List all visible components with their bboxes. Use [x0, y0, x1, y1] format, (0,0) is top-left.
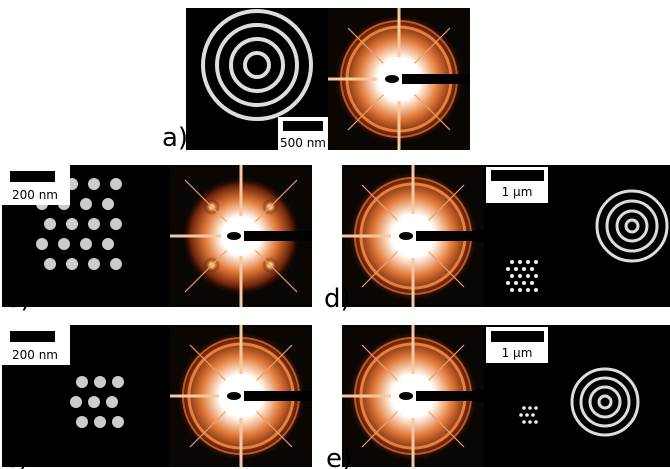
particle-array: [70, 376, 124, 428]
particle: [36, 238, 48, 250]
particle: [506, 281, 510, 285]
particle: [44, 218, 56, 230]
particle: [76, 376, 88, 388]
particle: [531, 413, 535, 417]
particle: [70, 396, 82, 408]
particle: [102, 198, 114, 210]
panel-label: b): [4, 284, 31, 314]
panel-label: a): [162, 123, 188, 153]
particle: [528, 420, 532, 424]
particle: [534, 420, 538, 424]
particle: [110, 218, 122, 230]
particle: [519, 413, 523, 417]
particle: [94, 416, 106, 428]
particle: [534, 288, 538, 292]
particle: [506, 267, 510, 271]
particle: [76, 416, 88, 428]
diffraction-image: [342, 165, 484, 307]
particle: [534, 260, 538, 264]
particle: [510, 288, 514, 292]
figure: 500 nm a) 200 nm b) 200 nm c) 1 µm d) 1 …: [0, 0, 670, 469]
particle: [80, 198, 92, 210]
particle: [106, 396, 118, 408]
particle: [88, 218, 100, 230]
scale-bar: [10, 331, 55, 342]
particle: [112, 416, 124, 428]
particle: [522, 406, 526, 410]
particle: [102, 238, 114, 250]
particle: [518, 274, 522, 278]
panel-label: c): [4, 444, 28, 469]
particle: [526, 288, 530, 292]
particle: [534, 406, 538, 410]
particle: [66, 218, 78, 230]
particle: [94, 376, 106, 388]
particle: [526, 274, 530, 278]
particle: [534, 274, 538, 278]
scale-bar: [491, 170, 544, 181]
panel-label: e): [326, 444, 352, 469]
particle: [112, 376, 124, 388]
scale-label: 1 µm: [502, 346, 533, 360]
particle: [510, 260, 514, 264]
particle: [518, 260, 522, 264]
particle: [58, 238, 70, 250]
particle: [110, 178, 122, 190]
particle: [80, 238, 92, 250]
scale-label: 1 µm: [502, 185, 533, 199]
diffraction-image: [328, 8, 470, 150]
scale-label: 200 nm: [12, 348, 58, 362]
particle: [522, 420, 526, 424]
particle: [88, 258, 100, 270]
panel-label: d): [324, 284, 351, 314]
particle: [44, 258, 56, 270]
scale-label: 500 nm: [280, 136, 326, 150]
particle: [530, 281, 534, 285]
particle: [66, 258, 78, 270]
particle: [514, 281, 518, 285]
particle: [522, 281, 526, 285]
particle: [88, 396, 100, 408]
diffraction-image: [170, 165, 312, 307]
particle: [110, 258, 122, 270]
particle: [528, 406, 532, 410]
particle: [526, 260, 530, 264]
particle: [525, 413, 529, 417]
scale-label: 200 nm: [12, 188, 58, 202]
particle: [88, 178, 100, 190]
scale-bar: [491, 331, 544, 342]
particle: [530, 267, 534, 271]
diffraction-image: [170, 325, 312, 467]
diffraction-image: [342, 325, 484, 467]
particle: [518, 288, 522, 292]
particle: [514, 267, 518, 271]
particle: [522, 267, 526, 271]
scale-bar: [283, 121, 323, 131]
scale-bar: [10, 171, 55, 182]
particle: [510, 274, 514, 278]
